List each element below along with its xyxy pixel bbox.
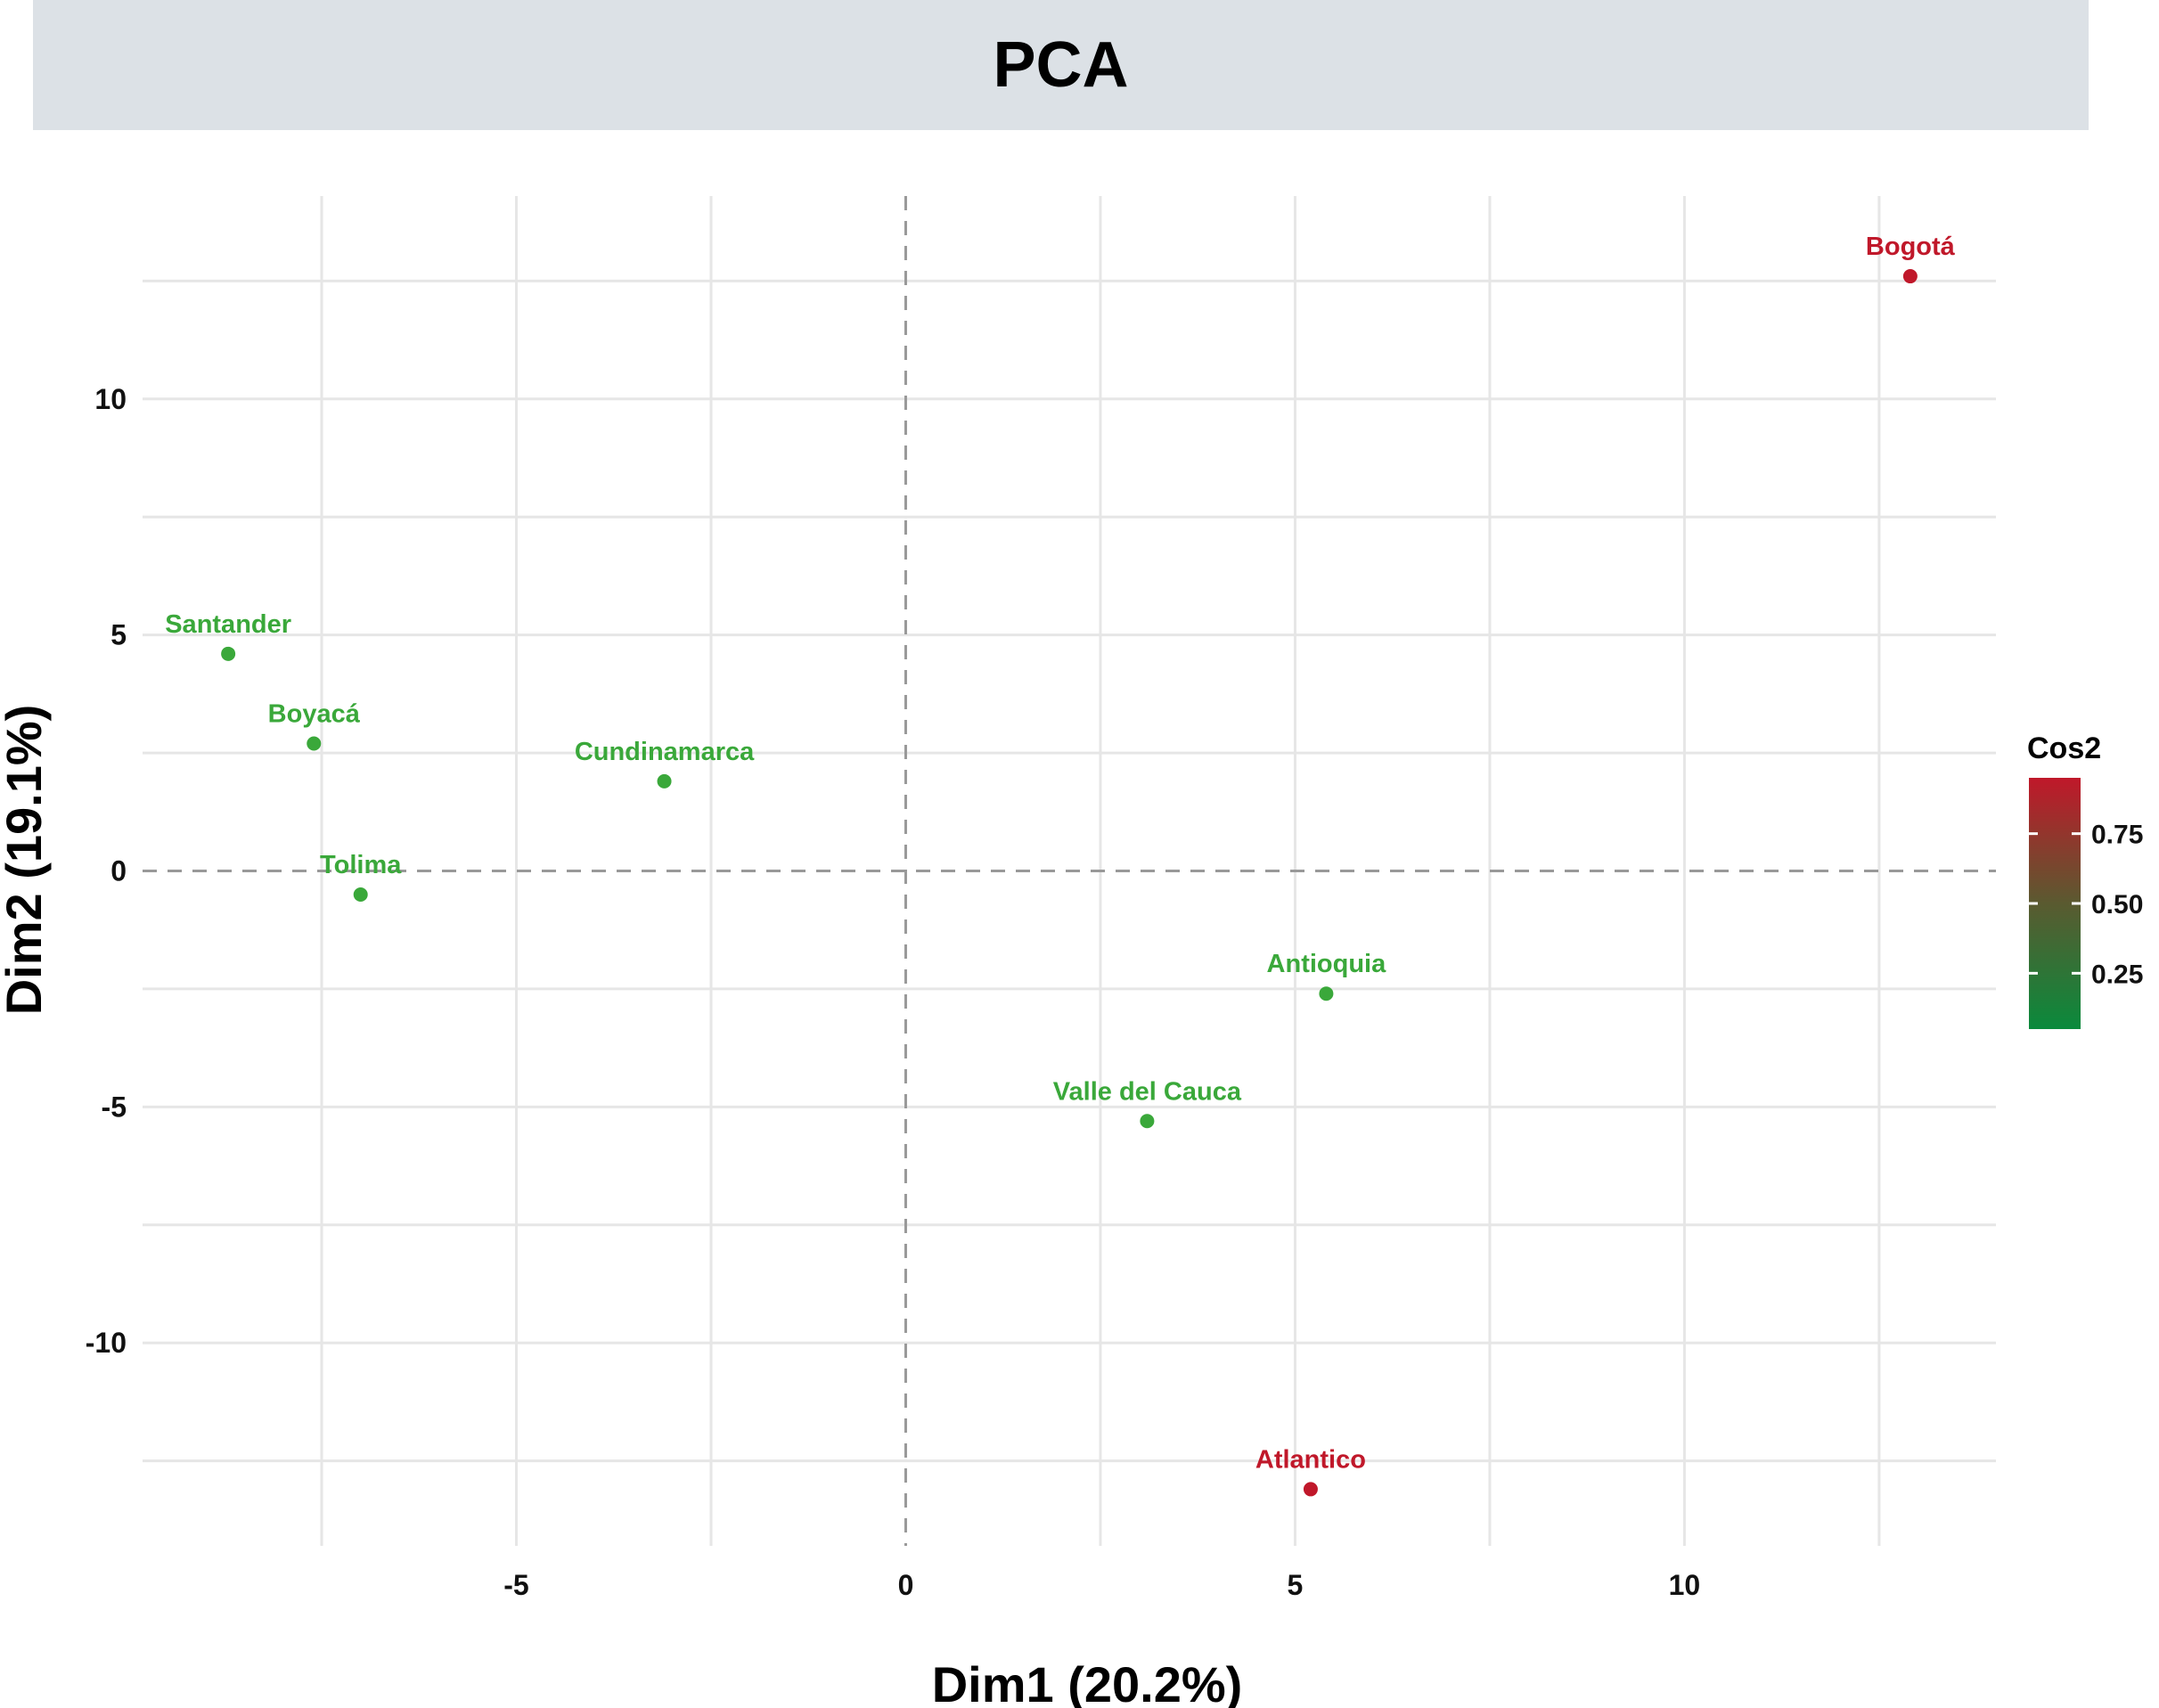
data-point: [221, 646, 236, 661]
data-point: [353, 887, 368, 902]
x-tick-label: 0: [898, 1569, 914, 1601]
data-point: [657, 773, 672, 789]
data-point: [1902, 269, 1918, 284]
data-points: Bogotá Santander Boyacá Cundinamarca Tolima A…: [165, 233, 1956, 1497]
y-axis-title: Dim2 (19.1%): [0, 705, 52, 1016]
x-axis-title: Dim1 (20.2%): [932, 1656, 1243, 1708]
data-point: [1319, 986, 1334, 1001]
data-point-label: Cundinamarca: [575, 738, 755, 766]
data-point-label: Santander: [165, 610, 291, 639]
data-point-label: Antioquia: [1267, 950, 1387, 978]
y-tick-label: 0: [110, 855, 127, 887]
data-point-label: Tolima: [320, 851, 402, 879]
data-point-label: Valle del Cauca: [1053, 1077, 1242, 1106]
legend-tick-label: 0.25: [2091, 960, 2143, 989]
data-point-label: Bogotá: [1866, 233, 1956, 261]
x-tick-label: -5: [503, 1569, 528, 1601]
data-point: [1303, 1482, 1318, 1497]
axis-ticks: -5 0 5 10 -10 -5 0 5 10: [86, 383, 1700, 1601]
y-tick-label: -5: [102, 1091, 127, 1123]
title-strip: PCA: [33, 0, 2089, 130]
x-tick-label: 10: [1669, 1569, 1701, 1601]
x-tick-label: 5: [1288, 1569, 1304, 1601]
reference-lines: [143, 196, 1996, 1546]
data-point-label: Atlantico: [1255, 1445, 1366, 1474]
data-point: [307, 736, 322, 751]
y-tick-label: 5: [110, 619, 127, 651]
y-tick-label: -10: [86, 1327, 127, 1359]
data-point: [1140, 1114, 1155, 1129]
y-tick-label: 10: [94, 383, 127, 415]
legend: Cos2 0.25 0.50 0.75: [2027, 731, 2143, 1029]
legend-tick-label: 0.50: [2091, 890, 2143, 919]
legend-title: Cos2: [2027, 731, 2101, 765]
data-point-label: Boyacá: [268, 699, 361, 728]
grid: [143, 196, 1996, 1546]
chart-title: PCA: [993, 29, 1129, 101]
legend-tick-label: 0.75: [2091, 821, 2143, 850]
